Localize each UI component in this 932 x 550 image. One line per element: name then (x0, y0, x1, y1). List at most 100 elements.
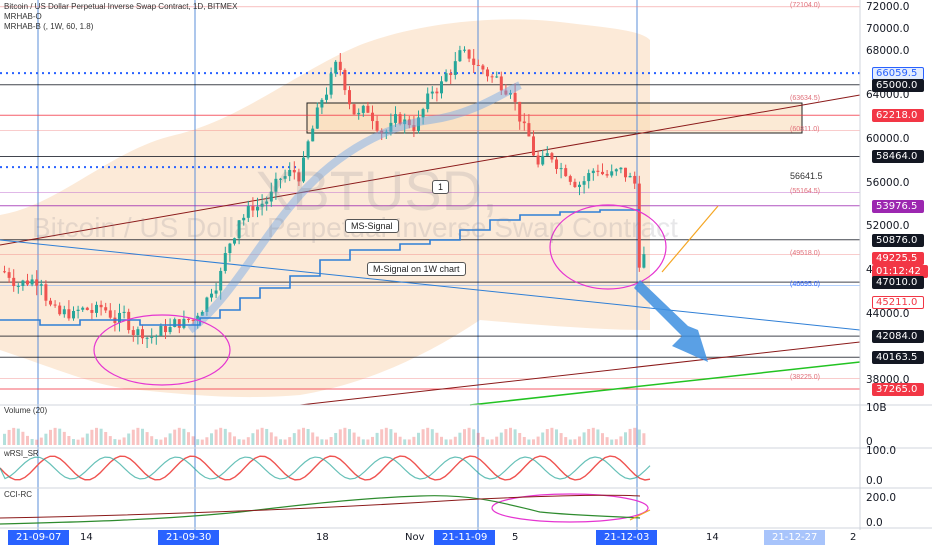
candle-body-106 (490, 76, 494, 78)
orange-up-arrow (661, 205, 719, 273)
volume-bar-97 (449, 439, 453, 445)
candle-body-116 (536, 155, 540, 165)
volume-bar-102 (472, 429, 476, 445)
candle-body-23 (108, 310, 112, 318)
candle-body-10 (49, 300, 52, 305)
volume-bar-43 (200, 439, 204, 445)
candle-body-43 (200, 311, 204, 316)
candle-body-118 (545, 153, 549, 156)
volume-bar-6 (30, 439, 34, 445)
cci-pane-label[interactable]: CCI-RC (4, 490, 32, 499)
price-tag[interactable]: 53976.5 (872, 199, 925, 213)
wrsi-pane-label[interactable]: wRSI_SR (4, 449, 39, 458)
ms-signal-callout[interactable]: MS-Signal (345, 219, 399, 233)
volume-bar-27 (127, 433, 131, 445)
candle-body-39 (182, 318, 186, 328)
candle-body-40 (187, 318, 190, 320)
candle-body-56 (260, 203, 264, 207)
volume-bar-51 (237, 439, 241, 445)
volume-bar-15 (72, 439, 75, 445)
volume-bar-89 (412, 436, 416, 445)
m-signal-line (0, 209, 640, 326)
candle-body-26 (122, 311, 126, 313)
candle-body-6 (30, 279, 34, 285)
candle-body-19 (90, 309, 94, 313)
volume-bar-37 (173, 429, 177, 445)
volume-bar-39 (182, 428, 186, 445)
candle-body-98 (453, 61, 457, 75)
candle-body-11 (53, 304, 57, 306)
volume-bar-3 (16, 428, 20, 445)
volume-bar-109 (504, 429, 508, 445)
volume-bar-137 (633, 427, 637, 445)
cci-zero-label: 0.0 (866, 517, 883, 529)
volume-bar-103 (476, 432, 480, 445)
x-axis-tick: 5 (512, 532, 519, 543)
cci-orange-arrow (629, 509, 651, 521)
cci-line (0, 495, 641, 525)
level-note: (38225.0) (790, 373, 820, 381)
price-tag[interactable]: 62218.0 (872, 109, 925, 123)
blue-trendline (0, 239, 861, 331)
candle-body-31 (145, 337, 149, 339)
candle-body-69 (320, 99, 324, 108)
price-tag[interactable]: 50876.0 (872, 233, 925, 247)
level-note: (55164.5) (790, 187, 820, 195)
volume-bar-90 (417, 432, 420, 445)
volume-bar-87 (403, 439, 407, 445)
volume-bar-22 (104, 431, 108, 445)
price-tag[interactable]: 40163.5 (872, 351, 925, 365)
price-tag[interactable]: 58464.0 (872, 150, 925, 164)
price-tag[interactable]: 65000.0 (872, 78, 925, 92)
volume-bar-79 (366, 439, 370, 445)
candle-body-28 (131, 330, 135, 335)
candle-body-60 (279, 178, 282, 180)
indicator-mrhab-b[interactable]: MRHAB-B (, 1W, 60, 1.8) (4, 22, 94, 31)
price-tag[interactable]: 45211.0 (872, 295, 925, 309)
volume-bar-31 (145, 432, 149, 445)
wrsi-signal-line (0, 456, 651, 480)
volume-bar-71 (329, 437, 333, 445)
volume-bar-125 (578, 436, 581, 445)
candle-body-32 (150, 336, 154, 338)
volume-bar-92 (426, 427, 430, 445)
candle-body-121 (559, 168, 563, 170)
candle-body-66 (306, 141, 310, 158)
volume-axis-label: 10B (866, 402, 887, 414)
volume-bar-72 (334, 432, 338, 445)
indicator-mrhab-o[interactable]: MRHAB-O (4, 12, 42, 21)
candle-body-133 (614, 169, 618, 172)
price-tag[interactable]: 42084.0 (872, 330, 925, 344)
price-tag[interactable]: 47010.0 (872, 276, 925, 290)
chart-title[interactable]: Bitcoin / US Dollar Perpetual Inverse Sw… (4, 2, 238, 11)
green-trendline (469, 361, 861, 406)
marker-1-callout[interactable]: 1 (432, 180, 450, 194)
volume-bar-93 (430, 429, 434, 445)
candle-body-129 (596, 170, 600, 172)
volume-bar-58 (269, 432, 273, 445)
candle-body-91 (421, 109, 425, 118)
volume-bar-16 (76, 439, 80, 445)
candle-body-82 (380, 130, 384, 133)
candle-body-77 (357, 112, 361, 115)
volume-bar-94 (435, 432, 439, 445)
price-tag[interactable]: 49225.5 (872, 251, 925, 265)
symbol-watermark: XBTUSD, (255, 159, 498, 222)
candle-body-85 (394, 114, 397, 123)
volume-pane-label[interactable]: Volume (20) (4, 406, 48, 415)
y-tick-label: 44000.0 (866, 308, 910, 321)
m-signal-callout[interactable]: M-Signal on 1W chart (367, 262, 466, 276)
volume-bar-23 (108, 436, 112, 445)
volume-bar-139 (642, 433, 646, 445)
volume-bar-55 (256, 429, 259, 445)
candle-body-102 (472, 58, 476, 65)
candle-body-29 (136, 329, 140, 335)
price-tag[interactable]: 37265.0 (872, 383, 925, 397)
volume-bar-46 (214, 429, 218, 445)
candle-body-55 (256, 206, 259, 211)
volume-bar-64 (297, 429, 301, 445)
volume-bar-40 (187, 432, 190, 445)
candle-body-20 (95, 304, 98, 313)
